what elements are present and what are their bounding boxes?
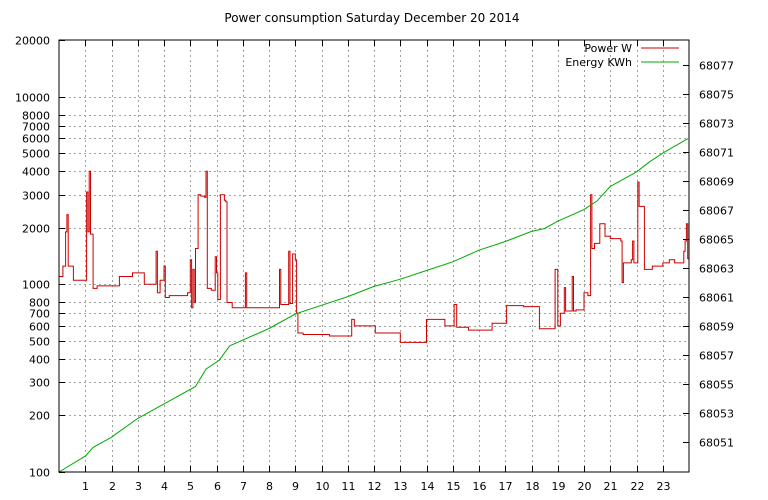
x-tick-label: 19	[552, 480, 566, 493]
x-tick-label: 22	[631, 480, 645, 493]
y-right-tick-label: 68059	[699, 321, 734, 334]
x-tick-label: 10	[316, 480, 330, 493]
y-left-tick-label: 700	[29, 308, 50, 321]
y-left-tick-label: 5000	[22, 148, 50, 161]
legend-label: Energy KWh	[565, 56, 632, 69]
x-tick-label: 23	[657, 480, 671, 493]
y-right-tick-label: 68069	[699, 176, 734, 189]
y-right-tick-label: 68077	[699, 60, 734, 73]
x-tick-label: 21	[604, 480, 618, 493]
x-tick-label: 11	[342, 480, 356, 493]
y-right-tick-label: 68053	[699, 408, 734, 421]
y-left-tick-label: 2000	[22, 223, 50, 236]
x-tick-label: 7	[240, 480, 247, 493]
y-left-tick-label: 7000	[22, 121, 50, 134]
x-tick-label: 17	[499, 480, 513, 493]
ticks: 1 2 3 4 5 6 7 8 9 10 11 12 13 14 15 16 17 18 19 20 21 22 23100…	[15, 35, 734, 494]
x-tick-label: 5	[187, 480, 194, 493]
y-right-tick-label: 68065	[699, 234, 734, 247]
y-left-tick-label: 600	[29, 321, 50, 334]
grid	[59, 40, 689, 472]
x-tick-label: 2	[109, 480, 116, 493]
x-tick-label: 8	[266, 480, 273, 493]
y-right-tick-label: 68055	[699, 379, 734, 392]
y-left-tick-label: 20000	[15, 35, 50, 48]
y-left-tick-label: 800	[29, 297, 50, 310]
y-left-tick-label: 400	[29, 354, 50, 367]
y-right-tick-label: 68073	[699, 118, 734, 131]
y-right-tick-label: 68061	[699, 292, 734, 305]
x-tick-label: 1	[82, 480, 89, 493]
y-left-tick-label: 10000	[15, 92, 50, 105]
y-right-tick-label: 68057	[699, 350, 734, 363]
x-tick-label: 15	[447, 480, 461, 493]
x-tick-label: 16	[473, 480, 487, 493]
y-left-tick-label: 1000	[22, 279, 50, 292]
x-tick-label: 6	[214, 480, 221, 493]
x-tick-label: 4	[161, 480, 168, 493]
y-left-tick-label: 300	[29, 377, 50, 390]
chart-title: Power consumption Saturday December 20 2…	[224, 11, 519, 25]
y-right-tick-label: 68067	[699, 205, 734, 218]
y-right-tick-label: 68071	[699, 147, 734, 160]
y-right-tick-label: 68051	[699, 437, 734, 450]
y-left-tick-label: 500	[29, 336, 50, 349]
x-tick-label: 3	[135, 480, 142, 493]
series-layer	[58, 138, 689, 473]
y-left-tick-label: 8000	[22, 110, 50, 123]
x-tick-label: 9	[292, 480, 299, 493]
y-left-tick-label: 4000	[22, 166, 50, 179]
y-right-tick-label: 68063	[699, 263, 734, 276]
x-tick-label: 14	[421, 480, 435, 493]
x-tick-label: 20	[578, 480, 592, 493]
y-right-tick-label: 68075	[699, 89, 734, 102]
x-tick-label: 18	[526, 480, 540, 493]
y-left-tick-label: 3000	[22, 190, 50, 203]
x-tick-label: 13	[394, 480, 408, 493]
y-left-tick-label: 6000	[22, 133, 50, 146]
y-left-tick-label: 100	[29, 467, 50, 480]
series-line-1	[58, 138, 689, 473]
y-left-tick-label: 200	[29, 410, 50, 423]
legend-label: Power W	[584, 42, 632, 55]
x-tick-label: 12	[368, 480, 382, 493]
